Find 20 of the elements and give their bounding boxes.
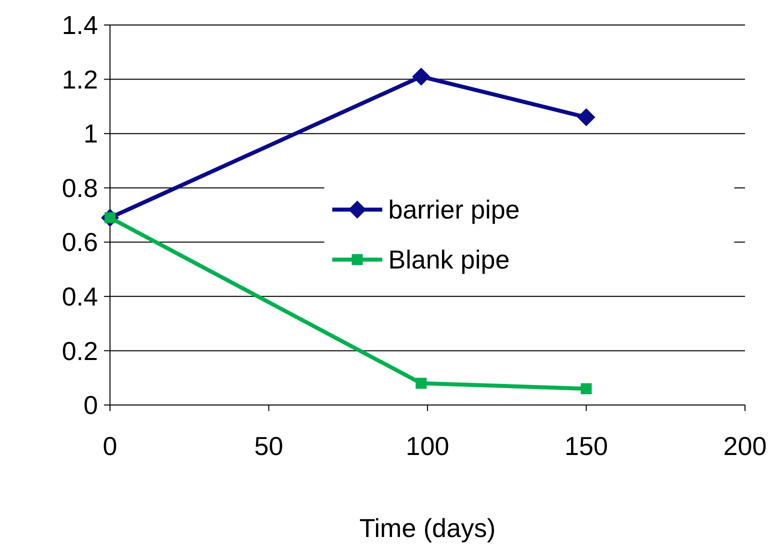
point <box>577 108 596 126</box>
y-tick-label: 0.8 <box>62 172 98 203</box>
y-tick-label: 0.4 <box>62 282 98 312</box>
point <box>580 383 592 394</box>
point <box>412 68 430 86</box>
y-tick-label: 1.4 <box>62 10 98 40</box>
y-tick-label: 0 <box>84 390 98 420</box>
y-tick-label: 1 <box>84 118 98 149</box>
y-tick-label: 1.2 <box>62 64 98 94</box>
x-tick-label: 150 <box>564 431 608 461</box>
point <box>416 378 427 389</box>
y-tick-label: 0.2 <box>62 336 98 366</box>
x-tick-label: 50 <box>254 431 284 461</box>
legend-label: Blank pipe <box>388 244 510 275</box>
x-tick-label: 0 <box>102 431 118 461</box>
x-axis-title: Time (days) <box>359 513 496 543</box>
legend-label: barrier pipe <box>388 194 520 225</box>
y-tick-label: 0.6 <box>62 227 98 258</box>
x-tick-label: 200 <box>723 431 767 461</box>
x-tick-label: 100 <box>406 431 450 461</box>
